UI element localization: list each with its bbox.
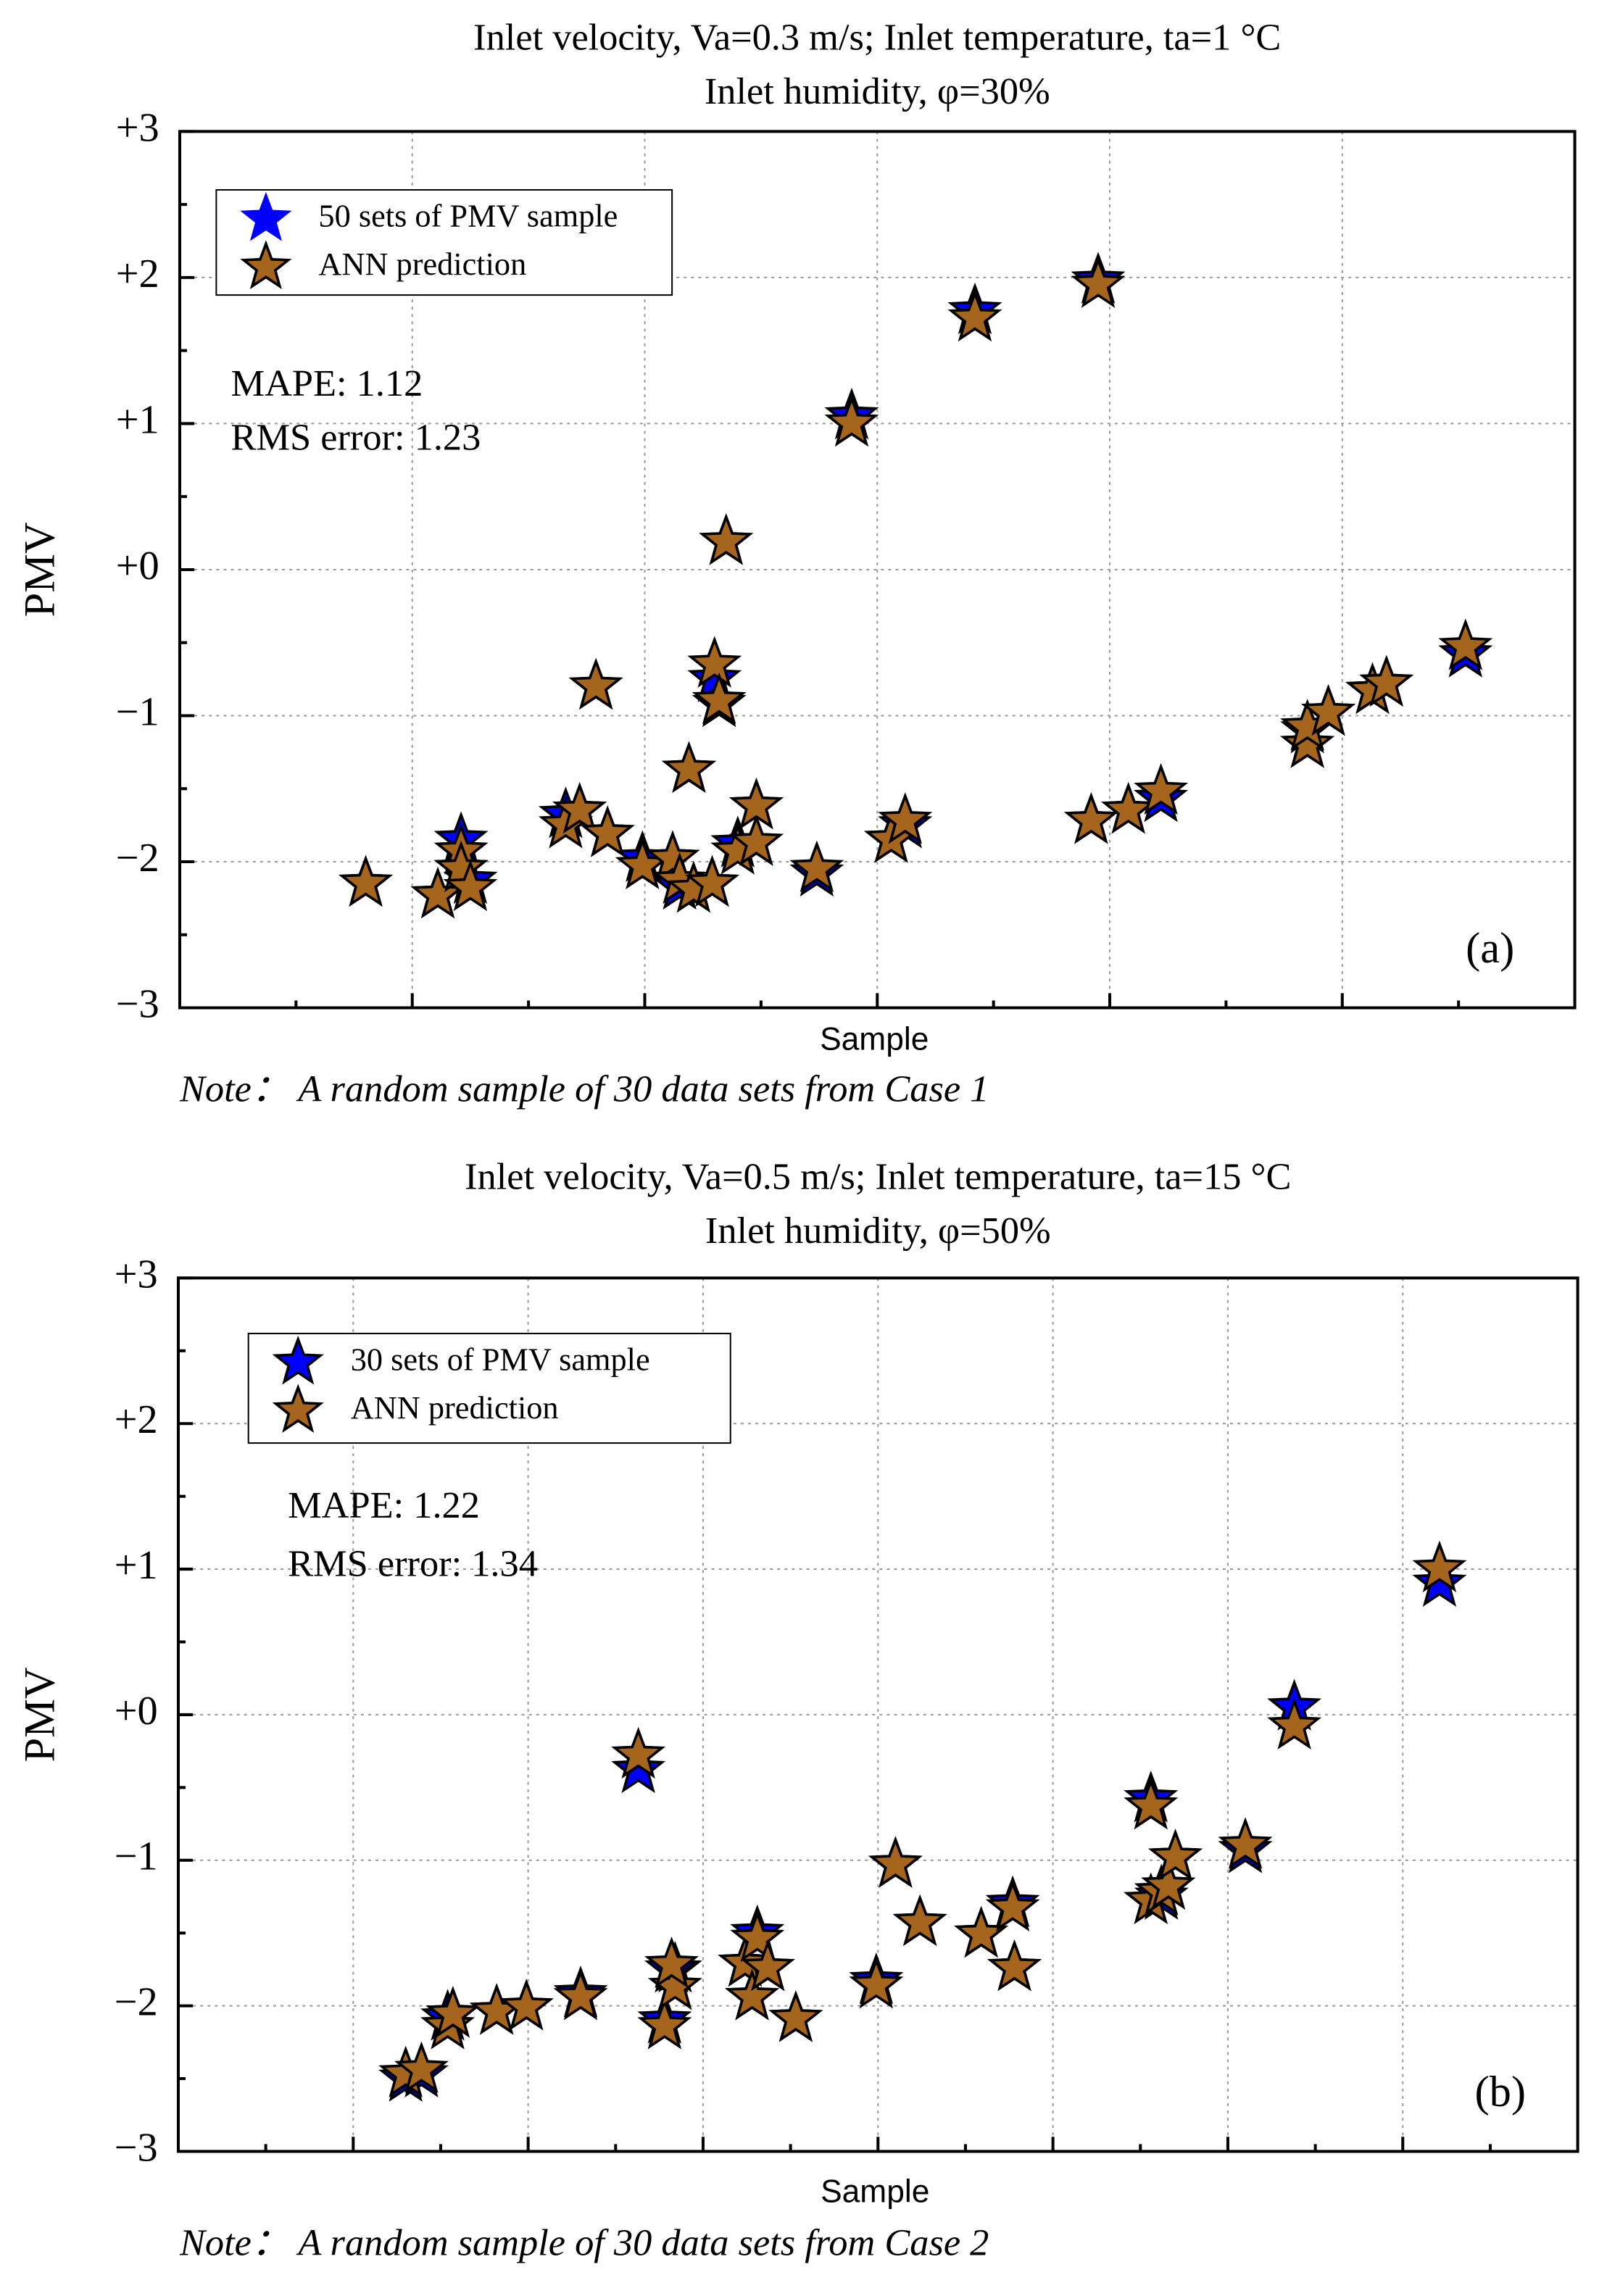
star-marker bbox=[644, 1936, 699, 1989]
star-marker bbox=[692, 672, 747, 725]
star-marker bbox=[611, 1741, 666, 1794]
star-marker bbox=[645, 830, 700, 882]
y-tick-label: +0 bbox=[115, 1689, 158, 1734]
annotation: MAPE: 1.22 bbox=[288, 1484, 480, 1526]
star-marker bbox=[1124, 1778, 1179, 1830]
star-marker bbox=[637, 1997, 692, 2050]
star-marker bbox=[740, 1939, 795, 1992]
legend-marker bbox=[240, 191, 292, 241]
y-tick-label: +2 bbox=[116, 251, 159, 296]
star-marker bbox=[868, 1836, 923, 1888]
star-marker bbox=[499, 1979, 554, 2031]
panel-label: (a) bbox=[1466, 924, 1514, 973]
star-marker bbox=[1412, 1555, 1467, 1607]
annotation: MAPE: 1.12 bbox=[231, 362, 423, 404]
y-tick-label: −2 bbox=[116, 836, 159, 881]
chart-subtitle: Inlet humidity, φ=30% bbox=[705, 70, 1050, 112]
star-marker bbox=[1134, 762, 1189, 815]
star-marker bbox=[552, 782, 607, 834]
y-tick-label: −1 bbox=[116, 689, 159, 734]
note: Note： A random sample of 30 data sets fr… bbox=[179, 2221, 989, 2263]
y-tick-label: +1 bbox=[116, 397, 159, 442]
legend-marker bbox=[272, 1335, 324, 1385]
plot-frame bbox=[176, 1276, 1579, 2153]
star-marker bbox=[1063, 792, 1118, 844]
legend-label: 30 sets of PMV sample bbox=[351, 1341, 650, 1377]
star-marker bbox=[947, 289, 1002, 342]
star-marker bbox=[553, 1968, 608, 2021]
star-marker bbox=[1280, 716, 1335, 768]
x-axis-label: Sample bbox=[821, 2174, 929, 2210]
chart-title: Inlet velocity, Va=0.3 m/s; Inlet temper… bbox=[473, 16, 1281, 58]
legend-label: ANN prediction bbox=[351, 1389, 559, 1426]
y-tick-label: −1 bbox=[115, 1834, 158, 1879]
y-axis-label: PMV bbox=[15, 1667, 64, 1762]
legend-box bbox=[215, 188, 673, 296]
star-marker bbox=[339, 854, 394, 907]
star-marker bbox=[661, 741, 716, 793]
legend-box bbox=[247, 1332, 731, 1444]
y-tick-label: +3 bbox=[115, 1252, 158, 1297]
plot-frame bbox=[178, 130, 1577, 1010]
star-marker bbox=[580, 805, 635, 857]
y-tick-label: +1 bbox=[115, 1543, 158, 1588]
star-marker bbox=[568, 657, 623, 710]
star-marker bbox=[1301, 684, 1356, 736]
star-marker bbox=[1218, 1817, 1273, 1869]
note: Note： A random sample of 30 data sets fr… bbox=[179, 1068, 989, 1110]
legend-marker bbox=[240, 240, 292, 290]
y-tick-label: −3 bbox=[115, 2125, 158, 2170]
star-marker bbox=[1071, 256, 1126, 308]
star-marker bbox=[1438, 618, 1493, 670]
legend-marker bbox=[272, 1384, 324, 1434]
y-axis-label: PMV bbox=[15, 522, 64, 617]
star-marker bbox=[768, 1990, 823, 2042]
y-tick-label: +0 bbox=[116, 544, 159, 588]
star-marker bbox=[849, 1957, 904, 2009]
x-axis-label: Sample bbox=[820, 1022, 929, 1057]
star-marker bbox=[647, 1958, 702, 2010]
star-marker bbox=[611, 1726, 666, 1779]
star-marker bbox=[878, 792, 933, 844]
star-marker bbox=[985, 1879, 1040, 1931]
star-marker bbox=[687, 636, 742, 688]
star-marker bbox=[824, 394, 879, 447]
star-marker bbox=[1148, 1829, 1203, 1881]
annotation: RMS error: 1.34 bbox=[288, 1542, 538, 1584]
star-marker bbox=[1267, 1697, 1322, 1750]
star-marker bbox=[1141, 1858, 1196, 1910]
star-marker bbox=[892, 1894, 947, 1947]
star-marker bbox=[1412, 1540, 1467, 1592]
chart-title: Inlet velocity, Va=0.5 m/s; Inlet temper… bbox=[465, 1155, 1291, 1197]
panel-label: (b) bbox=[1475, 2068, 1526, 2116]
y-tick-label: +2 bbox=[115, 1397, 158, 1442]
star-marker bbox=[425, 1986, 481, 2038]
y-tick-label: −2 bbox=[115, 1980, 158, 2025]
star-marker bbox=[728, 777, 784, 830]
star-marker bbox=[699, 513, 754, 565]
star-marker bbox=[789, 840, 844, 892]
legend-label: 50 sets of PMV sample bbox=[318, 197, 618, 233]
star-marker bbox=[685, 854, 740, 907]
y-tick-label: +3 bbox=[116, 105, 159, 150]
star-marker bbox=[1101, 782, 1156, 834]
legend-label: ANN prediction bbox=[318, 246, 526, 282]
annotation: RMS error: 1.23 bbox=[231, 417, 481, 459]
star-marker bbox=[394, 2041, 449, 2093]
y-tick-label: −3 bbox=[116, 981, 159, 1026]
star-marker bbox=[725, 1968, 780, 2021]
star-marker bbox=[1359, 654, 1414, 707]
chart-subtitle: Inlet humidity, φ=50% bbox=[705, 1210, 1051, 1252]
star-marker bbox=[987, 1939, 1042, 1992]
star-marker bbox=[730, 1910, 785, 1963]
star-marker bbox=[954, 1905, 1009, 1958]
star-marker bbox=[728, 814, 784, 866]
star-marker bbox=[443, 859, 498, 912]
